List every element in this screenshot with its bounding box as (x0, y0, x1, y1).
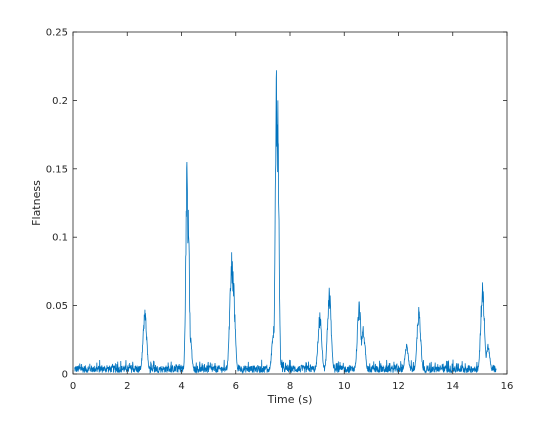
x-axis-label: Time (s) (267, 393, 313, 406)
y-tick-label: 0.1 (52, 233, 68, 244)
x-tick-label: 4 (178, 381, 184, 392)
x-tick-label: 14 (446, 381, 459, 392)
x-tick-label: 0 (70, 381, 76, 392)
x-tick-label: 6 (233, 381, 239, 392)
y-tick-label: 0.25 (46, 28, 68, 39)
y-tick-label: 0.2 (52, 96, 68, 107)
y-axis-label: Flatness (30, 180, 43, 226)
y-tick-label: 0.15 (46, 164, 68, 175)
flatness-series-line (74, 70, 497, 375)
x-tick-label: 8 (287, 381, 293, 392)
y-tick-label: 0.05 (46, 301, 68, 312)
plot-background (73, 32, 507, 374)
series-layer (74, 70, 497, 375)
y-ticks: 0 0.05 0.1 0.15 0.2 0.25 (46, 28, 507, 381)
x-tick-label: 2 (124, 381, 130, 392)
x-tick-label: 10 (338, 381, 351, 392)
x-tick-label: 16 (501, 381, 514, 392)
y-tick-label: 0 (62, 370, 68, 381)
x-ticks: 0 2 4 6 8 10 12 14 16 (70, 32, 514, 392)
x-tick-label: 12 (392, 381, 405, 392)
